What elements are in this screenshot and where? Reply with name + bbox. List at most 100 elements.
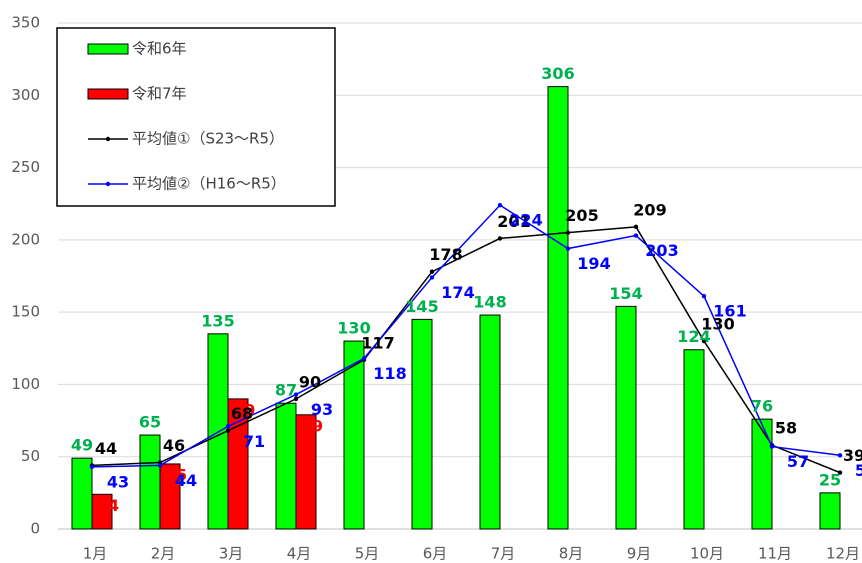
x-tick-label: 9月 <box>627 545 652 563</box>
data-label: 58 <box>775 419 797 438</box>
legend-label: 平均値①（S23～R5） <box>132 130 284 148</box>
y-tick-label: 50 <box>21 447 40 465</box>
data-label: 43 <box>107 472 129 491</box>
data-label: 194 <box>577 254 610 273</box>
data-label: 39 <box>843 446 862 465</box>
bar <box>547 86 569 530</box>
point <box>225 424 231 429</box>
data-label: 130 <box>701 315 734 334</box>
x-tick-label: 3月 <box>219 545 244 563</box>
bar <box>275 402 297 530</box>
point <box>837 453 843 458</box>
data-label: 49 <box>71 436 93 455</box>
data-label: 148 <box>473 293 506 312</box>
bar <box>227 398 249 530</box>
legend-label: 平均値②（H16～R5） <box>132 175 286 193</box>
data-label: 124 <box>677 327 710 346</box>
y-tick-label: 200 <box>11 230 40 248</box>
data-label: 79 <box>301 416 323 435</box>
data-label: 203 <box>645 241 678 260</box>
bar <box>295 414 317 530</box>
legend-swatch <box>87 88 129 100</box>
x-tick-label: 11月 <box>758 545 792 563</box>
point <box>565 246 571 251</box>
data-label: 135 <box>201 311 234 330</box>
y-tick-label: 0 <box>30 520 40 538</box>
point <box>565 230 571 235</box>
point <box>837 470 843 475</box>
legend-box <box>56 27 336 207</box>
point <box>157 463 163 468</box>
data-label: 87 <box>275 381 297 400</box>
x-tick-label: 2月 <box>151 545 176 563</box>
data-label: 93 <box>311 400 333 419</box>
data-label: 65 <box>139 413 161 432</box>
point <box>429 275 435 280</box>
y-tick-label: 350 <box>11 14 40 32</box>
data-label: 45 <box>165 465 187 484</box>
bar <box>411 318 433 530</box>
x-tick-label: 1月 <box>83 545 108 563</box>
point <box>225 428 231 433</box>
x-tick-label: 7月 <box>491 545 516 563</box>
data-label: 68 <box>231 404 253 423</box>
point <box>293 392 299 397</box>
bar <box>91 493 113 530</box>
point <box>497 236 503 241</box>
bar <box>683 349 705 530</box>
data-label: 209 <box>633 200 666 219</box>
data-label: 174 <box>441 283 474 302</box>
data-label: 57 <box>787 452 809 471</box>
data-label: 46 <box>163 436 185 455</box>
data-label: 118 <box>373 364 406 383</box>
data-label: 51 <box>855 461 862 480</box>
data-label: 76 <box>751 397 773 416</box>
point <box>701 338 707 344</box>
bar <box>343 340 365 530</box>
bar <box>479 314 501 530</box>
x-tick-label: 10月 <box>690 545 724 563</box>
legend-swatch <box>87 43 129 55</box>
point <box>701 294 707 299</box>
point <box>429 269 435 274</box>
point <box>497 202 503 208</box>
data-label: 306 <box>541 64 574 83</box>
y-tick-label: 300 <box>11 86 40 104</box>
point <box>769 444 775 449</box>
x-tick-label: 6月 <box>423 545 448 563</box>
legend-label: 令和7年 <box>132 85 187 103</box>
data-label: 154 <box>609 284 642 303</box>
y-tick-label: 150 <box>11 303 40 321</box>
x-tick-label: 12月 <box>826 545 860 563</box>
data-label: 25 <box>819 470 841 489</box>
data-label: 44 <box>175 471 197 490</box>
bar <box>819 492 841 530</box>
data-label: 90 <box>299 372 321 391</box>
bar <box>139 434 161 530</box>
bar <box>615 305 637 530</box>
data-label: 24 <box>97 496 119 515</box>
x-tick-label: 8月 <box>559 545 584 563</box>
point <box>89 464 95 470</box>
legend-marker <box>105 136 111 142</box>
data-label: 145 <box>405 297 438 316</box>
x-tick-label: 5月 <box>355 545 380 563</box>
bar <box>751 418 773 530</box>
data-label: 130 <box>337 319 370 338</box>
data-label: 44 <box>95 439 117 458</box>
bar <box>159 463 181 530</box>
x-tick-label: 4月 <box>287 545 312 563</box>
data-label: 201 <box>497 212 530 231</box>
data-label: 178 <box>429 245 462 264</box>
data-label: 224 <box>509 211 542 230</box>
line <box>91 226 841 474</box>
y-tick-label: 250 <box>11 158 40 176</box>
line <box>91 204 841 468</box>
legend-label: 令和6年 <box>132 40 187 58</box>
data-label: 117 <box>361 333 394 352</box>
point <box>633 224 639 230</box>
bar <box>71 457 93 530</box>
data-label: 161 <box>713 302 746 321</box>
